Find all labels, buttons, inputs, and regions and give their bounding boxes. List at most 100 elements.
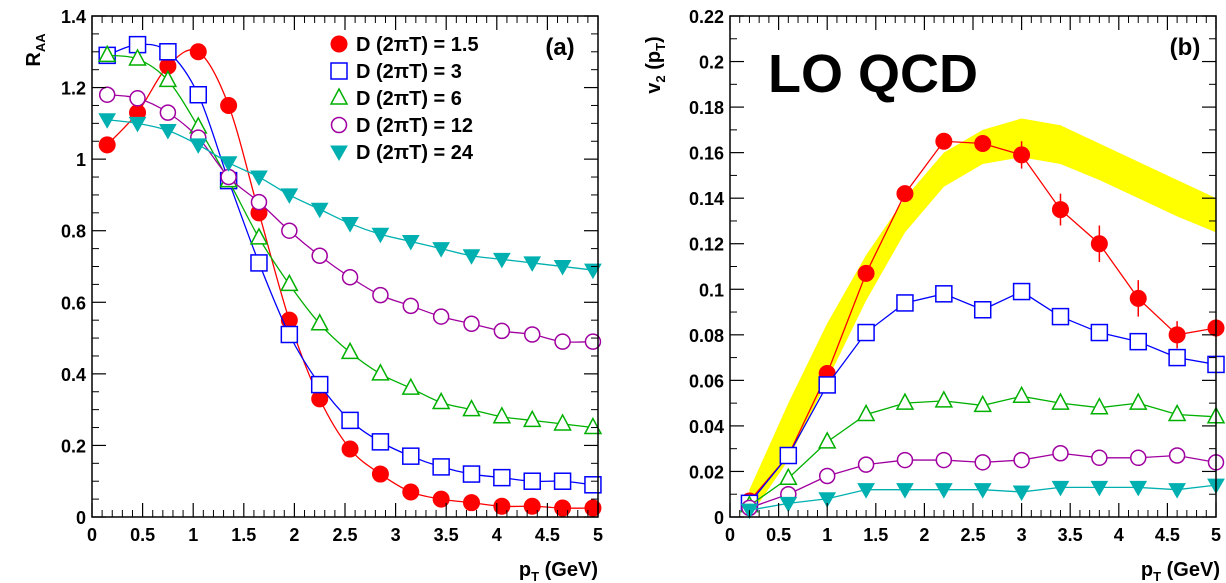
- series-line: [107, 54, 594, 429]
- data-point: [98, 113, 117, 129]
- x-axis-label-unit-a: (GeV): [539, 559, 598, 581]
- x-axis-label-main-a: p: [519, 559, 531, 581]
- data-point: [934, 483, 953, 499]
- x-tick-label: 0.5: [766, 525, 791, 545]
- data-point: [857, 483, 875, 499]
- data-point: [129, 90, 146, 107]
- data-point: [974, 135, 992, 153]
- y-tick-label: 0.04: [689, 417, 724, 437]
- data-point: [1129, 332, 1147, 351]
- x-ticks-a: 0 0.5 1 1.5 2 2.5 3 3.5 4 4.5 5: [87, 16, 603, 545]
- data-point: [219, 156, 238, 172]
- data-point: [493, 468, 511, 487]
- data-point: [554, 499, 572, 517]
- y-tick-label: 0: [76, 508, 86, 528]
- legend-marker: [330, 35, 348, 53]
- data-point: [523, 326, 541, 343]
- data-point: [1012, 385, 1031, 404]
- y-axis-label-main-a: R: [23, 52, 45, 67]
- data-point: [1091, 449, 1108, 467]
- data-point: [1090, 397, 1109, 415]
- x-tick-label: 4: [1114, 525, 1124, 545]
- data-point: [310, 375, 329, 394]
- data-point: [280, 325, 299, 344]
- x-axis-label-b: pT (GeV): [1141, 559, 1220, 583]
- y-tick-label: 1: [76, 150, 86, 170]
- y-axis-label-arg-sub-b: T: [653, 43, 668, 51]
- data-point: [554, 333, 571, 350]
- x-axis-label-unit-b: (GeV): [1161, 559, 1220, 581]
- data-point: [857, 264, 875, 282]
- data-point: [1052, 444, 1069, 462]
- data-point: [523, 497, 541, 515]
- x-axis-label-sub-a: T: [531, 569, 539, 583]
- x-ticks-b: 0 0.5 1 1.5 2 2.5 3 3.5 4 4.5 5: [725, 16, 1221, 545]
- data-point: [779, 496, 798, 513]
- data-point: [934, 390, 954, 408]
- data-point: [220, 96, 238, 114]
- data-point: [1129, 480, 1148, 497]
- data-point: [935, 451, 953, 469]
- lo-qcd-annotation: LO QCD: [768, 44, 978, 104]
- data-point: [973, 301, 992, 319]
- data-point: [493, 322, 511, 340]
- data-point: [401, 234, 420, 251]
- data-point: [1013, 451, 1030, 469]
- data-point: [189, 43, 207, 61]
- data-point: [584, 263, 602, 280]
- series-a-0: [98, 43, 602, 517]
- data-point: [522, 409, 542, 428]
- legend: D (2πT) = 1.5 D (2πT) = 3 D (2πT) = 6 D (2π…: [329, 34, 479, 164]
- data-point: [250, 254, 268, 272]
- y-axis-label-main-b: v: [643, 82, 665, 94]
- data-point: [523, 472, 541, 490]
- data-point: [583, 416, 603, 435]
- data-point: [310, 313, 329, 331]
- legend-marker: [330, 145, 348, 162]
- data-point: [584, 499, 602, 517]
- x-tick-label: 5: [1211, 525, 1221, 545]
- y-ticks-b: 0 0.02 0.04 0.06 0.08 0.1 0.12 0.14 0.16 0.18 0.2 0…: [689, 7, 1216, 528]
- data-point: [463, 315, 480, 333]
- data-point: [1090, 480, 1109, 497]
- y-axis-label-a: RAA: [23, 33, 48, 67]
- legend-label: D (2πT) = 12: [356, 115, 473, 137]
- y-tick-label: 0.4: [61, 365, 86, 385]
- series-b-3: [741, 444, 1225, 517]
- data-point: [1168, 348, 1186, 367]
- data-point: [159, 104, 177, 121]
- data-point: [250, 193, 268, 211]
- data-point: [281, 222, 298, 239]
- data-point: [492, 406, 512, 424]
- data-point: [462, 465, 481, 483]
- data-point: [973, 483, 992, 499]
- y-tick-label: 0: [714, 508, 724, 528]
- data-point: [431, 391, 451, 410]
- y-axis-label-sub-a: AA: [33, 33, 48, 52]
- data-point: [462, 399, 481, 417]
- data-point: [98, 136, 116, 154]
- series-b-4: [740, 478, 1225, 520]
- y-tick-label: 1.4: [61, 7, 86, 27]
- plot-area-a: 0 0.5 1 1.5 2 2.5 3 3.5 4 4.5 5 0 0.2 0.4 0.6 0.8 1 1.2 1.…: [61, 7, 603, 545]
- data-point: [159, 43, 177, 61]
- data-point: [432, 458, 450, 476]
- data-point: [310, 202, 329, 219]
- data-point: [896, 294, 914, 312]
- x-tick-label: 1: [188, 525, 198, 545]
- legend-label: D (2πT) = 24: [356, 142, 474, 164]
- data-point: [189, 138, 208, 154]
- data-point: [432, 242, 451, 258]
- legend-label: D (2πT) = 3: [356, 61, 462, 83]
- data-point: [341, 440, 359, 458]
- data-point: [817, 431, 837, 449]
- y-tick-label: 1.2: [61, 79, 86, 99]
- data-point: [974, 454, 991, 471]
- y-tick-label: 0.08: [689, 326, 724, 346]
- data-point: [1051, 307, 1070, 326]
- legend-marker: [330, 116, 348, 134]
- y-tick-label: 0.2: [61, 436, 86, 456]
- data-point: [935, 285, 953, 303]
- y-tick-label: 0.14: [689, 189, 724, 209]
